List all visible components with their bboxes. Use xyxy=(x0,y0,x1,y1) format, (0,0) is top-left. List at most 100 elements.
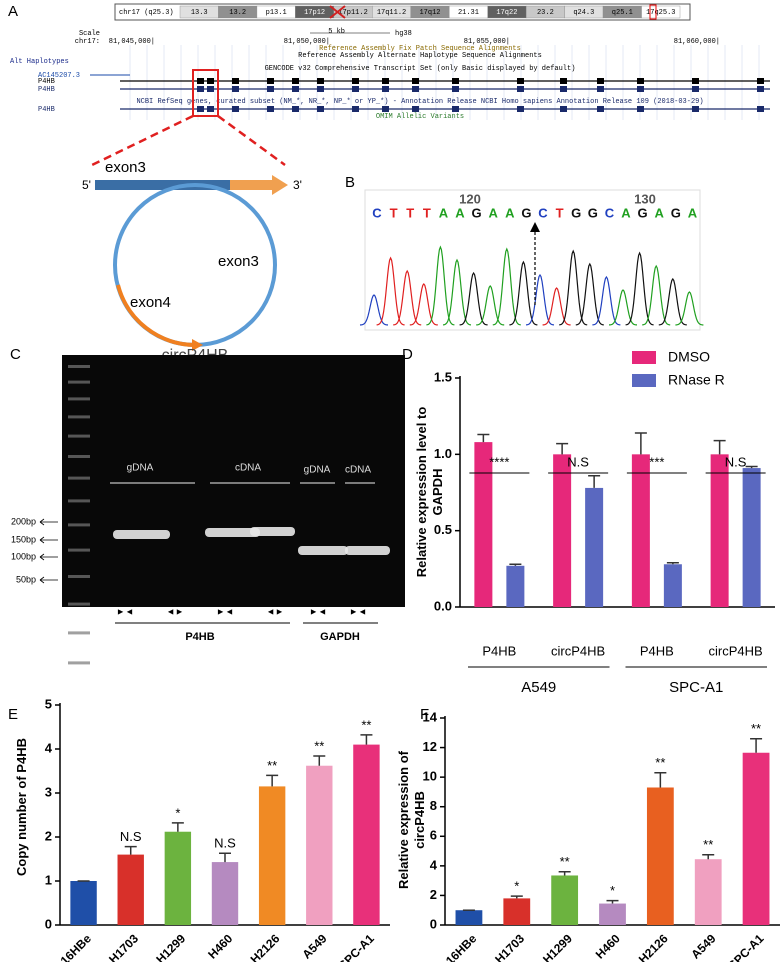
trace-peak xyxy=(625,251,654,326)
end-label: 3' xyxy=(293,178,302,192)
exon xyxy=(207,78,214,84)
bar xyxy=(710,454,729,607)
primer: ►◄ xyxy=(116,606,134,616)
band-label: q25.1 xyxy=(612,9,633,17)
significance: ** xyxy=(267,758,277,773)
significance: N.S xyxy=(567,454,589,469)
trace-peak xyxy=(658,277,687,326)
junction-head xyxy=(530,222,540,232)
exon-label: exon3 xyxy=(105,159,146,176)
error-bar xyxy=(510,895,523,899)
x-tick-label: H460 xyxy=(205,931,235,961)
exon xyxy=(560,78,567,84)
gel xyxy=(62,355,405,607)
bar xyxy=(694,859,722,925)
exon xyxy=(517,78,524,84)
base: A xyxy=(455,205,465,220)
base: T xyxy=(556,205,564,220)
y-tick-label: 0.5 xyxy=(434,522,452,537)
trace-peak xyxy=(609,289,637,326)
exon xyxy=(560,86,567,92)
assembly: hg38 xyxy=(395,30,412,38)
x-tick-label: H460 xyxy=(593,931,623,961)
centromere xyxy=(329,5,346,19)
base: T xyxy=(423,205,431,220)
error-bar xyxy=(750,737,763,753)
chromosome-label: chr17 (q25.3) xyxy=(119,9,174,17)
trace-peak xyxy=(476,285,505,326)
panel-label: B xyxy=(345,174,355,191)
x-tick-label: 16HBe xyxy=(443,931,480,962)
trace-peak xyxy=(509,260,538,326)
significance: N.S xyxy=(725,454,747,469)
y-tick-label: 0 xyxy=(430,916,437,931)
base: A xyxy=(489,205,499,220)
track-title: Alt Haplotypes xyxy=(10,58,69,66)
bar xyxy=(474,442,493,607)
bar xyxy=(585,487,604,607)
band-label: 17p11.2 xyxy=(338,9,367,17)
y-axis-label: Relative expression level to GAPDH xyxy=(414,406,445,578)
panel-label: C xyxy=(10,346,21,363)
exon xyxy=(317,86,324,92)
dna-band xyxy=(205,528,260,537)
bar xyxy=(306,765,333,925)
exon xyxy=(597,106,604,112)
ladder-band xyxy=(68,548,90,552)
trace-peak xyxy=(459,271,488,326)
x-tick-label: SPC-A1 xyxy=(336,931,377,962)
transcript-label: P4HB xyxy=(38,78,55,86)
x-tick-label: H2126 xyxy=(248,931,283,962)
bar xyxy=(70,881,97,925)
error-bar xyxy=(360,734,373,745)
significance: ** xyxy=(703,837,713,852)
error-bar xyxy=(266,774,279,787)
significance: * xyxy=(514,879,519,894)
transcript-label: P4HB xyxy=(38,106,55,114)
error-bar xyxy=(509,563,522,566)
trace-peak xyxy=(376,256,405,326)
x-tick-label: H1299 xyxy=(153,931,188,962)
primer: ►◄ xyxy=(309,606,327,616)
x-tick-label: SPC-A1 xyxy=(725,931,766,962)
position-label: 120 xyxy=(459,191,481,206)
exon xyxy=(197,86,204,92)
chromatogram-frame xyxy=(364,189,701,331)
arc-head xyxy=(192,339,203,351)
exon4-arrow xyxy=(230,175,288,195)
ladder-band xyxy=(68,631,90,635)
significance: ** xyxy=(560,854,570,869)
exon xyxy=(352,106,359,112)
bar xyxy=(455,910,483,925)
bar xyxy=(503,898,531,925)
y-tick-label: 8 xyxy=(430,798,437,813)
error-bar xyxy=(556,442,569,455)
y-tick-label: 1.0 xyxy=(434,446,452,461)
band-label: 17q12 xyxy=(419,9,440,17)
dna-band xyxy=(298,546,348,555)
track-title: NCBI RefSeq genes, curated subset (NM_*,… xyxy=(136,98,703,106)
lane-label: gDNA xyxy=(304,465,331,476)
y-tick-label: 3 xyxy=(45,784,52,799)
lane-label: cDNA xyxy=(235,463,261,474)
trace-peak xyxy=(575,262,604,326)
exon4-arc xyxy=(116,284,196,347)
ladder-band xyxy=(68,476,90,480)
y-tick-label: 14 xyxy=(423,709,438,724)
x-tick-label: 16HBe xyxy=(58,931,95,962)
legend-swatch xyxy=(632,351,656,364)
ladder-band xyxy=(68,575,90,578)
trace-peak xyxy=(442,258,472,326)
base: A xyxy=(439,205,449,220)
y-tick-label: 2 xyxy=(430,887,437,902)
marker-arrow xyxy=(39,536,58,544)
trace-peak xyxy=(426,245,455,326)
significance: * xyxy=(175,805,180,820)
error-bar xyxy=(606,899,619,904)
y-tick-label: 0.0 xyxy=(434,598,452,613)
significance: ** xyxy=(361,717,371,732)
position-marker xyxy=(649,4,657,20)
position: 81,045,000| xyxy=(109,38,155,46)
legend-swatch xyxy=(632,374,656,387)
